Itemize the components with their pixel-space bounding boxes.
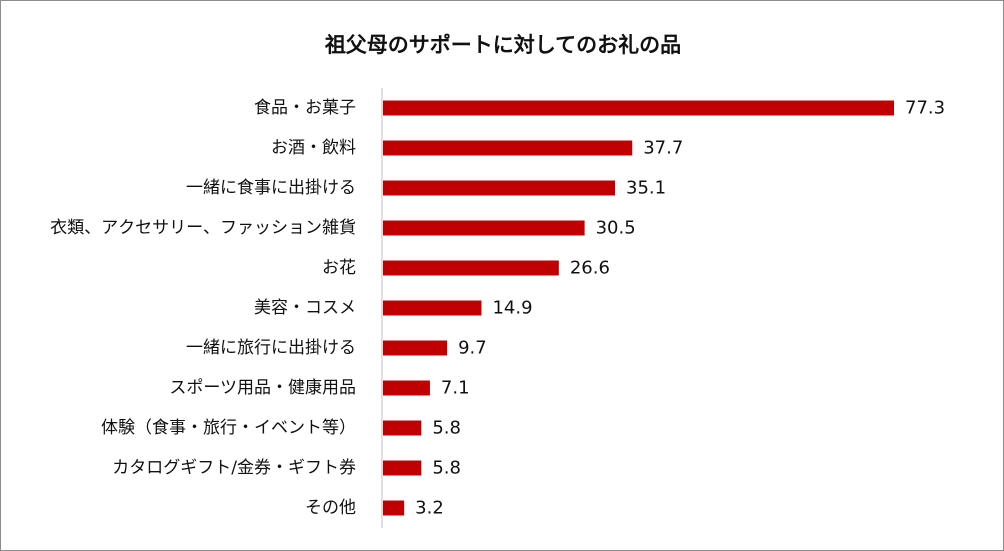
category-label: 衣類、アクセサリー、ファッション雑貨 bbox=[50, 218, 356, 238]
bar bbox=[383, 460, 422, 476]
chart-title: 祖父母のサポートに対してのお礼の品 bbox=[324, 33, 682, 57]
category-label: カタログギフト/金券・ギフト券 bbox=[112, 458, 356, 478]
value-label: 35.1 bbox=[626, 178, 666, 199]
category-label: 一緒に旅行に出掛ける bbox=[186, 338, 356, 358]
category-label: その他 bbox=[305, 498, 356, 518]
value-label: 26.6 bbox=[570, 258, 610, 279]
value-label: 5.8 bbox=[432, 458, 461, 479]
bar bbox=[383, 340, 448, 356]
value-label: 77.3 bbox=[905, 98, 945, 119]
bars-group bbox=[383, 100, 894, 516]
value-labels-group: 77.3 37.7 35.1 30.5 26.6 14.99.7 7.1 5.8 5.8 3.2 bbox=[415, 98, 945, 519]
value-label: 7.1 bbox=[441, 378, 470, 399]
bar bbox=[383, 220, 585, 236]
bar bbox=[383, 100, 894, 116]
category-label: 美容・コスメ bbox=[254, 298, 356, 318]
bar bbox=[383, 380, 430, 396]
category-label: 体験（食事・旅行・イベント等） bbox=[101, 418, 356, 438]
bar bbox=[383, 500, 405, 516]
value-label: 14.9 bbox=[492, 298, 532, 319]
bar bbox=[383, 180, 616, 196]
bar bbox=[383, 300, 482, 316]
category-labels-group: 食品・お菓子お酒・飲料一緒に食事に出掛ける衣類、アクセサリー、ファッション雑貨お… bbox=[50, 98, 356, 518]
category-label: 一緒に食事に出掛ける bbox=[186, 178, 356, 198]
bar bbox=[383, 420, 422, 436]
value-label: 30.5 bbox=[596, 218, 636, 239]
category-label: お酒・飲料 bbox=[271, 138, 356, 158]
value-label: 3.2 bbox=[415, 498, 444, 519]
bar bbox=[383, 140, 633, 156]
value-label: 5.8 bbox=[432, 418, 461, 439]
category-label: スポーツ用品・健康用品 bbox=[169, 378, 356, 398]
value-label: 9.7 bbox=[458, 338, 487, 359]
category-label: 食品・お菓子 bbox=[254, 98, 356, 118]
bar bbox=[383, 260, 559, 276]
category-label: お花 bbox=[322, 258, 356, 278]
value-label: 37.7 bbox=[643, 138, 683, 159]
